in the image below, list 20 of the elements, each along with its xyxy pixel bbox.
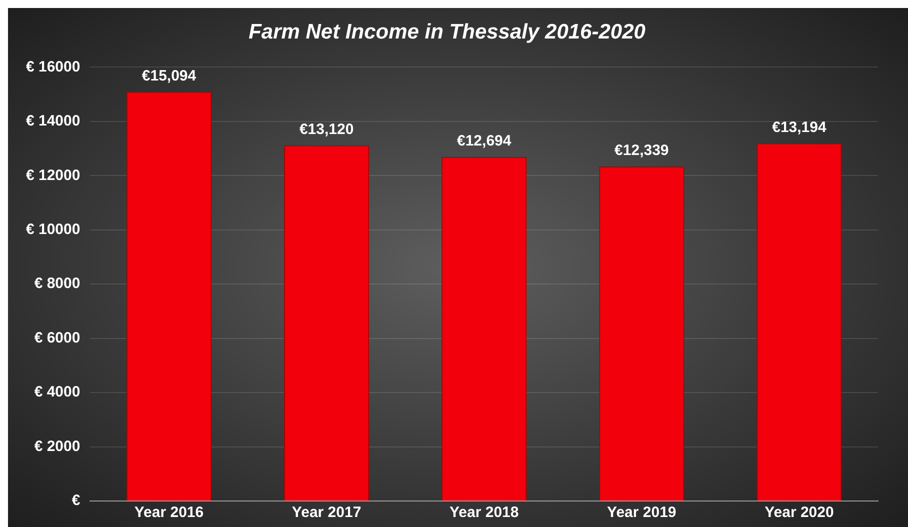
- y-tick-label: € 12000: [26, 166, 80, 184]
- y-tick-label: € 2000: [34, 438, 80, 455]
- y-tick-label: € 16000: [26, 58, 80, 76]
- data-label: €12,694: [456, 132, 512, 150]
- data-label: €13,120: [299, 120, 354, 138]
- y-tick-label: € 8000: [34, 275, 80, 292]
- x-tick-label: Year 2016: [134, 504, 204, 522]
- y-tick-label: € 6000: [34, 329, 80, 346]
- x-tick-label: Year 2019: [607, 504, 676, 522]
- x-tick-label: Year 2020: [764, 504, 834, 522]
- y-tick-label: € 10000: [26, 221, 80, 238]
- data-label: €13,194: [772, 118, 827, 136]
- x-tick-label: Year 2018: [449, 504, 519, 522]
- data-label: €15,094: [142, 67, 197, 84]
- y-tick-label: € 4000: [34, 384, 80, 401]
- chart-title: Farm Net Income in Thessaly 2016-2020: [248, 20, 646, 44]
- data-label: €12,339: [614, 142, 669, 160]
- x-tick-label: Year 2017: [292, 504, 362, 522]
- y-tick-label: € 14000: [26, 112, 80, 130]
- y-tick-label: €: [72, 492, 81, 510]
